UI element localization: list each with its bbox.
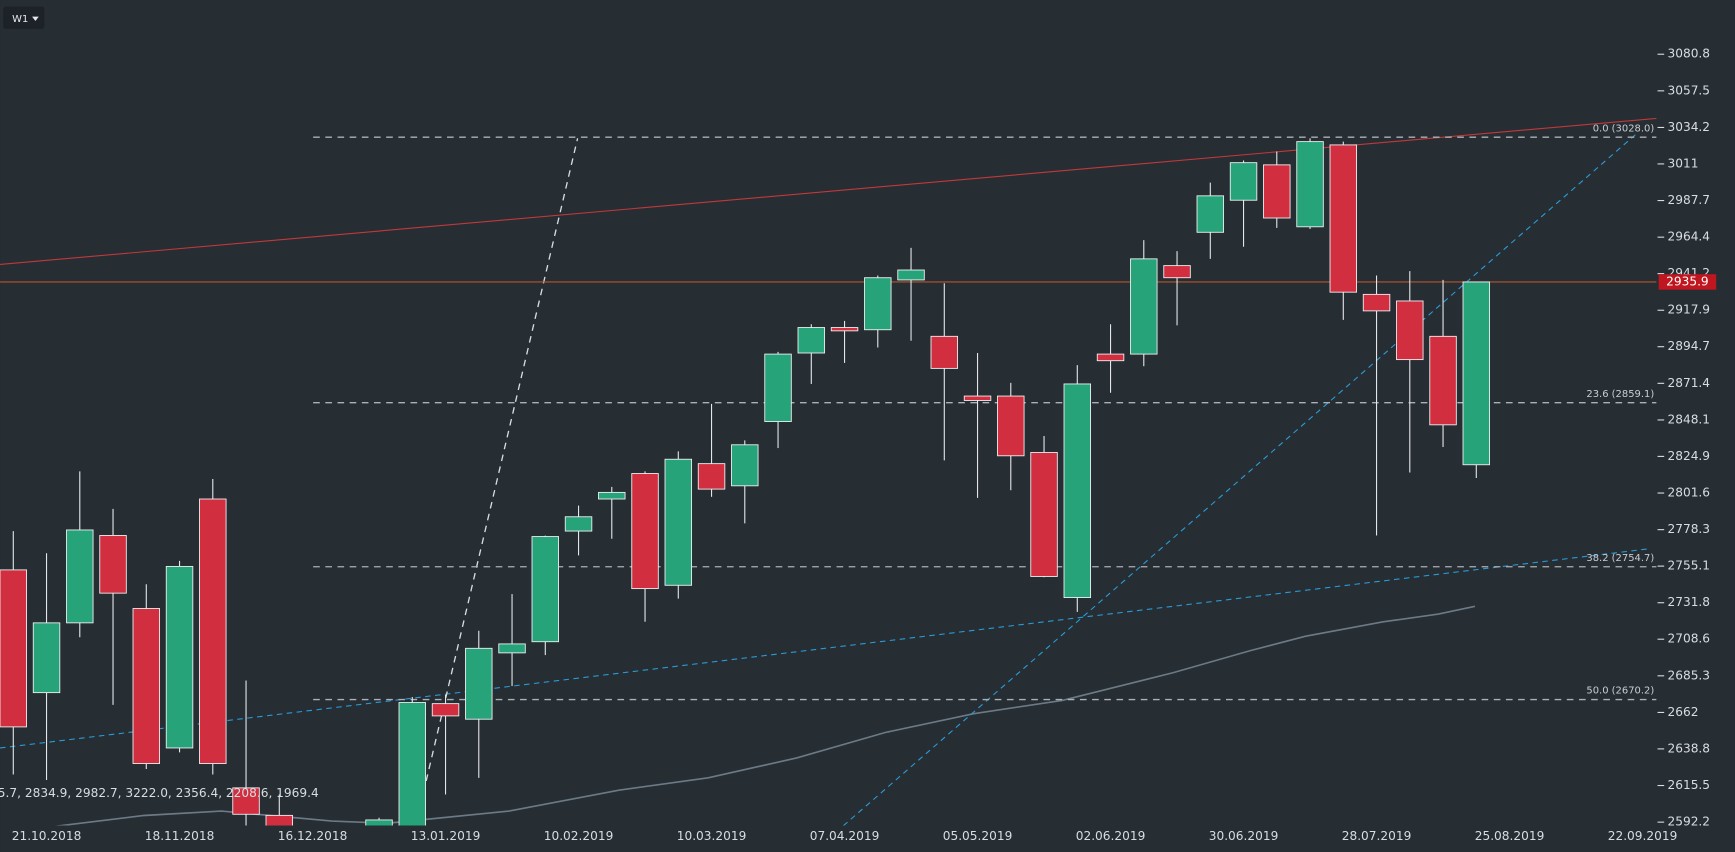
- y-tick-label: 2708.6: [1667, 632, 1710, 646]
- last-price-label: 2935.9: [1666, 274, 1709, 288]
- moving-average: [55, 605, 1476, 826]
- candle-body: [265, 814, 294, 826]
- fib-label: 50.0 (2670.2): [1586, 686, 1654, 697]
- candle-body: [66, 529, 94, 624]
- candle-body: [664, 458, 693, 586]
- y-tick-label: 2638.8: [1667, 741, 1710, 755]
- y-tick-label: 3011: [1667, 156, 1698, 170]
- candle-body: [199, 498, 227, 764]
- candle-body: [465, 647, 493, 720]
- candle-body: [564, 516, 593, 532]
- channel-line: [842, 132, 1638, 826]
- y-tick-label: 2731.8: [1667, 595, 1710, 609]
- candle-body: [1130, 258, 1158, 355]
- dropdown-arrow[interactable]: [32, 16, 39, 22]
- y-tick-label: 2685.3: [1667, 668, 1710, 682]
- candle-body: [498, 643, 526, 654]
- x-tick-label: 02.06.2019: [1076, 829, 1146, 843]
- x-tick-label: 10.02.2019: [544, 829, 614, 843]
- candle-body: [963, 395, 992, 401]
- candle-body: [1429, 335, 1457, 426]
- last-price-box: [1658, 274, 1717, 290]
- x-tick-label: 21.10.2018: [12, 829, 82, 843]
- y-tick-label: 2917.9: [1667, 303, 1710, 317]
- fib-label: 38.2 (2754.7): [1586, 553, 1654, 564]
- y-tick-label: 3057.5: [1667, 83, 1710, 97]
- candle-body: [1329, 144, 1358, 293]
- axes: 3080.83057.53034.230112987.72964.42941.2…: [12, 47, 1717, 843]
- candle-body: [1163, 265, 1191, 279]
- candle-body: [631, 473, 659, 590]
- candle-body: [431, 703, 460, 717]
- y-tick-label: 2592.2: [1667, 815, 1710, 829]
- candle-body: [864, 277, 892, 331]
- y-tick-label: 2964.4: [1667, 230, 1710, 244]
- candle-body: [1063, 383, 1092, 598]
- candle-body: [531, 536, 560, 643]
- indicator-values: 5.7, 2834.9, 2982.7, 3222.0, 2356.4, 220…: [0, 786, 319, 800]
- y-tick-label: 2824.9: [1667, 449, 1710, 463]
- fib-trend-line: [414, 138, 579, 826]
- candle-body: [398, 702, 427, 826]
- candle-body: [1096, 353, 1125, 362]
- candle-body: [232, 787, 260, 815]
- timeframe-button[interactable]: [3, 6, 45, 29]
- x-tick-label: 18.11.2018: [145, 829, 215, 843]
- candle-body: [1362, 293, 1391, 312]
- candle-body: [0, 569, 28, 728]
- y-tick-label: 2987.7: [1667, 193, 1710, 207]
- y-tick-label: 2778.3: [1667, 522, 1710, 536]
- candle-body: [1229, 162, 1258, 201]
- y-tick-label: 2615.5: [1667, 778, 1710, 792]
- y-tick-label: 2801.6: [1667, 486, 1710, 500]
- y-tick-label: 2848.1: [1667, 412, 1710, 426]
- candle-body: [32, 622, 61, 694]
- candle-body: [830, 327, 859, 332]
- x-tick-label: 07.04.2019: [810, 829, 880, 843]
- candle-body: [1396, 300, 1424, 361]
- timeframe-label[interactable]: W1: [12, 14, 28, 25]
- candle-body: [897, 269, 925, 281]
- candle-body: [797, 327, 826, 354]
- candle-body: [997, 395, 1025, 457]
- y-tick-label: 3080.8: [1667, 47, 1710, 61]
- candle-body: [1030, 452, 1058, 577]
- candle-body: [764, 353, 792, 422]
- fib-label: 0.0 (3028.0): [1593, 123, 1655, 134]
- x-tick-label: 28.07.2019: [1342, 829, 1412, 843]
- x-tick-label: 30.06.2019: [1209, 829, 1279, 843]
- candle-body: [731, 444, 759, 487]
- x-tick-label: 05.05.2019: [943, 829, 1013, 843]
- x-tick-label: 13.01.2019: [411, 829, 481, 843]
- candle-body: [365, 819, 393, 826]
- channel-line: [0, 548, 1649, 749]
- y-tick-label: 2755.1: [1667, 559, 1710, 573]
- candle-body: [165, 565, 194, 749]
- candle-body: [99, 535, 127, 594]
- candle-body: [1296, 141, 1324, 228]
- candle-body: [598, 491, 626, 500]
- candle-body: [697, 463, 726, 490]
- candle-body: [930, 335, 959, 369]
- x-tick-label: 16.12.2018: [278, 829, 348, 843]
- trend-line: [0, 117, 1657, 266]
- candles: [0, 138, 1491, 826]
- candle-body: [1196, 195, 1225, 233]
- x-tick-label: 10.03.2019: [677, 829, 747, 843]
- y-tick-label: 2662: [1667, 705, 1698, 719]
- x-tick-label: 22.09.2019: [1608, 829, 1678, 843]
- y-tick-label: 3034.2: [1667, 120, 1710, 134]
- fib-label: 23.6 (2859.1): [1586, 389, 1654, 400]
- y-tick-label: 2894.7: [1667, 339, 1710, 353]
- x-tick-label: 25.08.2019: [1475, 829, 1545, 843]
- candle-body: [132, 608, 161, 764]
- candle-body: [1263, 164, 1291, 219]
- candle-body: [1462, 281, 1491, 466]
- y-tick-label: 2871.4: [1667, 376, 1710, 390]
